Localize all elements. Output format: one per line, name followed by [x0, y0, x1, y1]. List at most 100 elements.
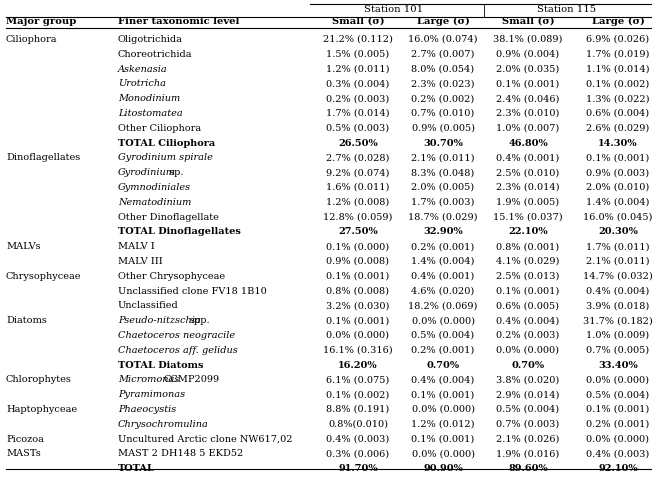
Text: Large (σ): Large (σ)	[591, 17, 645, 26]
Text: Chlorophytes: Chlorophytes	[6, 375, 72, 384]
Text: Small (σ): Small (σ)	[502, 17, 555, 26]
Text: 18.2% (0.069): 18.2% (0.069)	[408, 302, 478, 311]
Text: 0.0% (0.000): 0.0% (0.000)	[587, 434, 650, 443]
Text: Gyrodinium: Gyrodinium	[118, 168, 176, 177]
Text: 20.30%: 20.30%	[598, 227, 638, 236]
Text: 31.7% (0.182): 31.7% (0.182)	[583, 316, 653, 325]
Text: Gyrodinium spirale: Gyrodinium spirale	[118, 153, 213, 162]
Text: 0.4% (0.001): 0.4% (0.001)	[411, 272, 474, 281]
Text: 18.7% (0.029): 18.7% (0.029)	[408, 212, 478, 221]
Text: 0.2% (0.002): 0.2% (0.002)	[411, 94, 474, 103]
Text: 0.4% (0.004): 0.4% (0.004)	[587, 287, 650, 296]
Text: 0.0% (0.000): 0.0% (0.000)	[411, 316, 474, 325]
Text: Chaetoceros neogracile: Chaetoceros neogracile	[118, 331, 235, 340]
Text: 22.10%: 22.10%	[508, 227, 548, 236]
Text: 14.30%: 14.30%	[598, 139, 638, 148]
Text: 0.5% (0.004): 0.5% (0.004)	[587, 390, 650, 399]
Text: 1.7% (0.003): 1.7% (0.003)	[411, 198, 475, 207]
Text: 26.50%: 26.50%	[338, 139, 378, 148]
Text: 89.60%: 89.60%	[508, 464, 548, 473]
Text: sp.: sp.	[166, 168, 183, 177]
Text: Other Dinoflagellate: Other Dinoflagellate	[118, 212, 219, 221]
Text: 0.6% (0.004): 0.6% (0.004)	[587, 109, 650, 118]
Text: 1.7% (0.014): 1.7% (0.014)	[327, 109, 390, 118]
Text: Pseudo-nitzschia: Pseudo-nitzschia	[118, 316, 201, 325]
Text: 0.5% (0.004): 0.5% (0.004)	[497, 405, 560, 414]
Text: 0.7% (0.010): 0.7% (0.010)	[411, 109, 474, 118]
Text: 1.6% (0.011): 1.6% (0.011)	[327, 183, 390, 192]
Text: Other Ciliophora: Other Ciliophora	[118, 124, 201, 133]
Text: 0.4% (0.004): 0.4% (0.004)	[411, 375, 474, 384]
Text: 3.8% (0.020): 3.8% (0.020)	[497, 375, 560, 384]
Text: 0.9% (0.004): 0.9% (0.004)	[497, 50, 560, 59]
Text: Uncultured Arctic clone NW617,02: Uncultured Arctic clone NW617,02	[118, 434, 292, 443]
Text: Station 101: Station 101	[365, 5, 424, 14]
Text: 1.9% (0.016): 1.9% (0.016)	[497, 449, 560, 458]
Text: Ciliophora: Ciliophora	[6, 35, 58, 44]
Text: Pyramimonas: Pyramimonas	[118, 390, 185, 399]
Text: Small (σ): Small (σ)	[332, 17, 384, 26]
Text: 92.10%: 92.10%	[598, 464, 638, 473]
Text: Chrysochromulina: Chrysochromulina	[118, 420, 209, 429]
Text: 91.70%: 91.70%	[338, 464, 378, 473]
Text: Choreotrichida: Choreotrichida	[118, 50, 193, 59]
Text: 0.8%(0.010): 0.8%(0.010)	[328, 420, 388, 429]
Text: 1.2% (0.011): 1.2% (0.011)	[327, 65, 390, 74]
Text: 3.9% (0.018): 3.9% (0.018)	[587, 302, 650, 311]
Text: 0.0% (0.000): 0.0% (0.000)	[497, 346, 560, 355]
Text: Chaetoceros aff. gelidus: Chaetoceros aff. gelidus	[118, 346, 238, 355]
Text: 0.7% (0.005): 0.7% (0.005)	[587, 346, 650, 355]
Text: 0.1% (0.001): 0.1% (0.001)	[587, 405, 650, 414]
Text: 0.70%: 0.70%	[511, 361, 545, 370]
Text: 3.2% (0.030): 3.2% (0.030)	[327, 302, 390, 311]
Text: 1.3% (0.022): 1.3% (0.022)	[586, 94, 650, 103]
Text: 0.2% (0.001): 0.2% (0.001)	[411, 346, 474, 355]
Text: 0.4% (0.003): 0.4% (0.003)	[587, 449, 650, 458]
Text: Askenasia: Askenasia	[118, 65, 168, 74]
Text: 0.2% (0.003): 0.2% (0.003)	[327, 94, 390, 103]
Text: MALVs: MALVs	[6, 242, 41, 251]
Text: 2.6% (0.029): 2.6% (0.029)	[587, 124, 650, 133]
Text: 0.9% (0.003): 0.9% (0.003)	[587, 168, 650, 177]
Text: 1.2% (0.008): 1.2% (0.008)	[327, 198, 390, 207]
Text: 8.3% (0.048): 8.3% (0.048)	[411, 168, 474, 177]
Text: 9.2% (0.074): 9.2% (0.074)	[327, 168, 390, 177]
Text: Litostomatea: Litostomatea	[118, 109, 183, 118]
Text: 0.1% (0.001): 0.1% (0.001)	[587, 153, 650, 162]
Text: 0.4% (0.001): 0.4% (0.001)	[497, 153, 560, 162]
Text: 2.7% (0.007): 2.7% (0.007)	[411, 50, 475, 59]
Text: MALV I: MALV I	[118, 242, 155, 251]
Text: 0.5% (0.004): 0.5% (0.004)	[411, 331, 474, 340]
Text: 4.1% (0.029): 4.1% (0.029)	[496, 257, 560, 266]
Text: 2.1% (0.011): 2.1% (0.011)	[586, 257, 650, 266]
Text: Chrysophyceae: Chrysophyceae	[6, 272, 81, 281]
Text: 0.2% (0.001): 0.2% (0.001)	[411, 242, 474, 251]
Text: Unclassified: Unclassified	[118, 302, 179, 311]
Text: Picozoa: Picozoa	[6, 434, 44, 443]
Text: 2.0% (0.010): 2.0% (0.010)	[587, 183, 650, 192]
Text: 46.80%: 46.80%	[508, 139, 548, 148]
Text: CCMP2099: CCMP2099	[164, 375, 220, 384]
Text: 1.2% (0.012): 1.2% (0.012)	[411, 420, 475, 429]
Text: 0.4% (0.003): 0.4% (0.003)	[327, 434, 390, 443]
Text: 16.20%: 16.20%	[338, 361, 378, 370]
Text: 1.4% (0.004): 1.4% (0.004)	[411, 257, 475, 266]
Text: 2.3% (0.014): 2.3% (0.014)	[496, 183, 560, 192]
Text: Phaeocystis: Phaeocystis	[118, 405, 176, 414]
Text: Other Chrysophyceae: Other Chrysophyceae	[118, 272, 225, 281]
Text: 0.0% (0.000): 0.0% (0.000)	[411, 449, 474, 458]
Text: 2.1% (0.011): 2.1% (0.011)	[411, 153, 475, 162]
Text: 0.1% (0.001): 0.1% (0.001)	[411, 434, 474, 443]
Text: 15.1% (0.037): 15.1% (0.037)	[493, 212, 563, 221]
Text: Haptophyceae: Haptophyceae	[6, 405, 77, 414]
Text: 0.9% (0.008): 0.9% (0.008)	[327, 257, 390, 266]
Text: 1.1% (0.014): 1.1% (0.014)	[586, 65, 650, 74]
Text: 0.1% (0.001): 0.1% (0.001)	[327, 272, 390, 281]
Text: Station 115: Station 115	[537, 5, 596, 14]
Text: 16.0% (0.074): 16.0% (0.074)	[408, 35, 478, 44]
Text: Major group: Major group	[6, 17, 76, 26]
Text: TOTAL Diatoms: TOTAL Diatoms	[118, 361, 204, 370]
Text: 0.1% (0.001): 0.1% (0.001)	[411, 390, 474, 399]
Text: 33.40%: 33.40%	[598, 361, 638, 370]
Text: 6.9% (0.026): 6.9% (0.026)	[587, 35, 650, 44]
